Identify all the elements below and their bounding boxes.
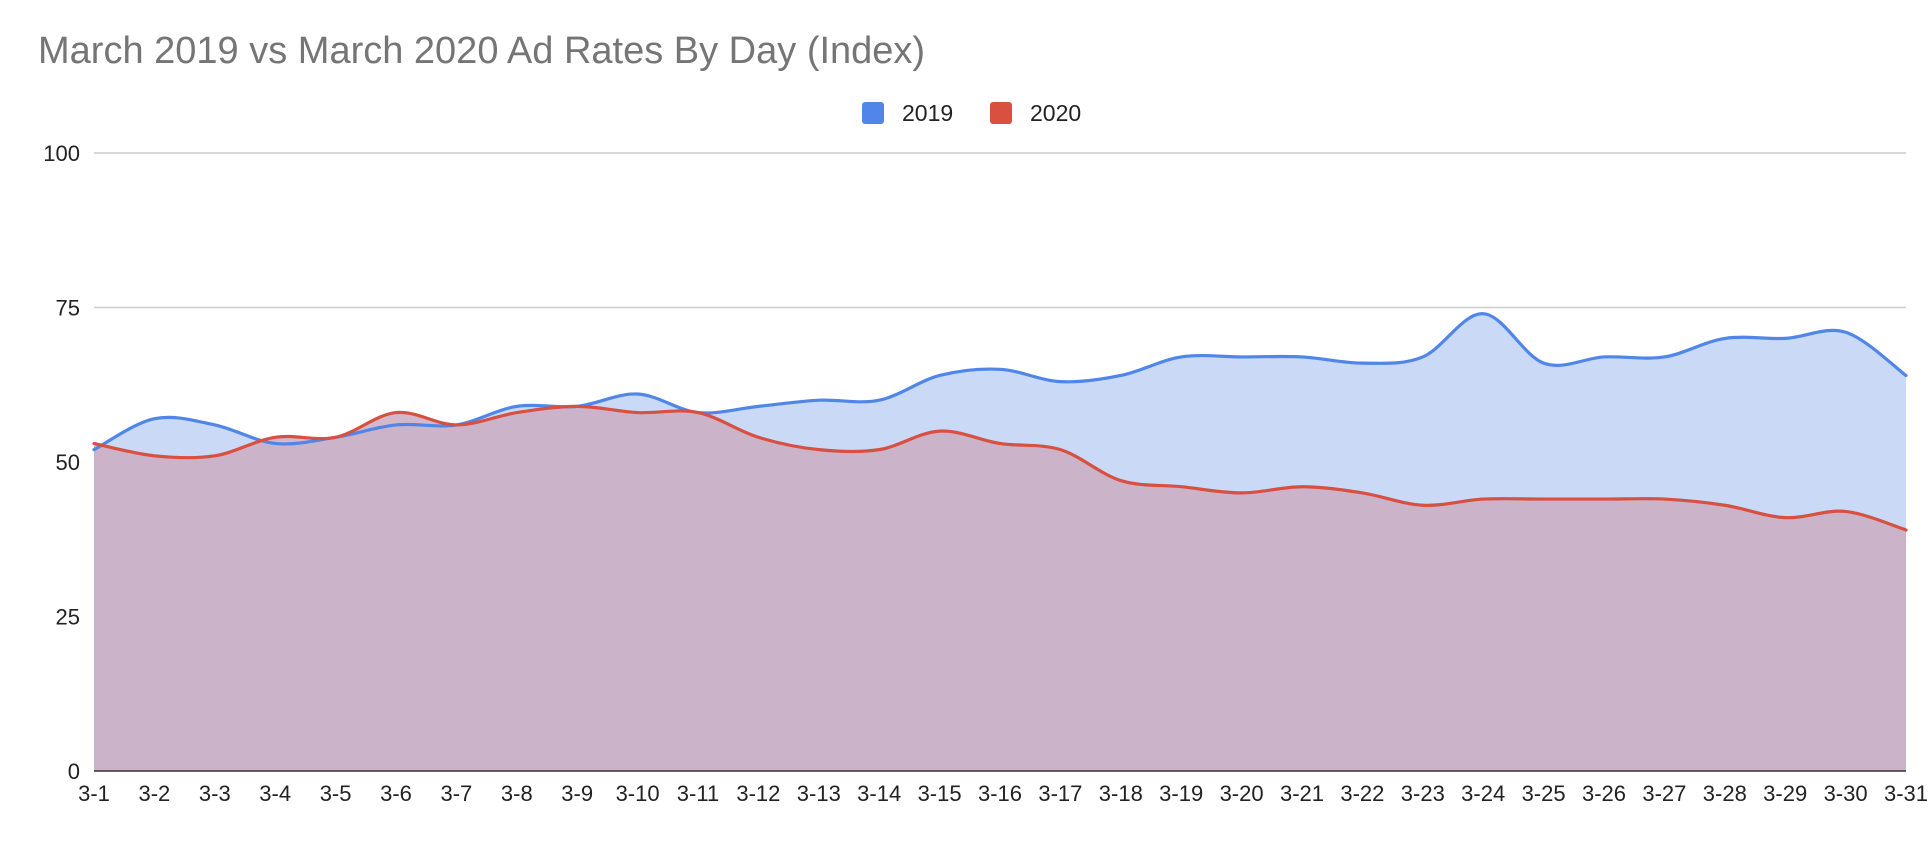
x-tick-label: 3-19 [1159,781,1203,806]
legend-item-2019[interactable]: 2019 [862,100,953,126]
chart-title: March 2019 vs March 2020 Ad Rates By Day… [38,30,925,72]
x-tick-label: 3-13 [797,781,841,806]
x-tick-label: 3-29 [1763,781,1807,806]
x-tick-label: 3-3 [199,781,231,806]
x-tick-label: 3-17 [1038,781,1082,806]
x-tick-label: 3-8 [501,781,533,806]
y-tick-label: 0 [68,759,80,784]
y-tick-label: 25 [56,605,80,630]
legend-label: 2019 [902,100,953,126]
x-tick-label: 3-21 [1280,781,1324,806]
x-tick-label: 3-30 [1824,781,1868,806]
x-tick-label: 3-16 [978,781,1022,806]
series-area-2020 [94,406,1906,771]
x-tick-label: 3-26 [1582,781,1626,806]
x-tick-label: 3-27 [1642,781,1686,806]
legend-swatch [990,102,1012,124]
legend-label: 2020 [1030,100,1081,126]
series-areas [94,313,1906,771]
x-tick-label: 3-22 [1340,781,1384,806]
x-tick-label: 3-28 [1703,781,1747,806]
series-line-2019 [92,312,1908,452]
x-tick-label: 3-25 [1522,781,1566,806]
x-tick-label: 3-10 [616,781,660,806]
x-tick-label: 3-14 [857,781,901,806]
x-tick-label: 3-31 [1884,781,1928,806]
x-tick-label: 3-11 [677,781,719,806]
legend-swatch [862,102,884,124]
x-tick-label: 3-6 [380,781,412,806]
x-tick-label: 3-9 [561,781,593,806]
x-tick-label: 3-20 [1220,781,1264,806]
x-tick-label: 3-12 [736,781,780,806]
series-line-2020 [92,404,1908,532]
x-tick-label: 3-24 [1461,781,1505,806]
x-tick-label: 3-18 [1099,781,1143,806]
legend: 2019 2020 [862,100,1081,126]
x-tick-label: 3-7 [441,781,473,806]
legend-item-2020[interactable]: 2020 [990,100,1081,126]
x-tick-label: 3-4 [259,781,291,806]
y-tick-label: 75 [56,296,80,321]
axes: 0 25 50 75 100 3-1 3-2 3-3 3-4 3-5 3-6 3-7 3-8 3-9 3-1… [43,141,1928,806]
x-tick-label: 3-23 [1401,781,1445,806]
x-tick-label: 3-1 [78,781,110,806]
x-tick-label: 3-15 [918,781,962,806]
x-tick-label: 3-5 [320,781,352,806]
y-tick-label: 100 [43,141,80,166]
x-tick-label: 3-2 [139,781,171,806]
series-lines [92,312,1908,532]
y-tick-label: 50 [56,450,80,475]
